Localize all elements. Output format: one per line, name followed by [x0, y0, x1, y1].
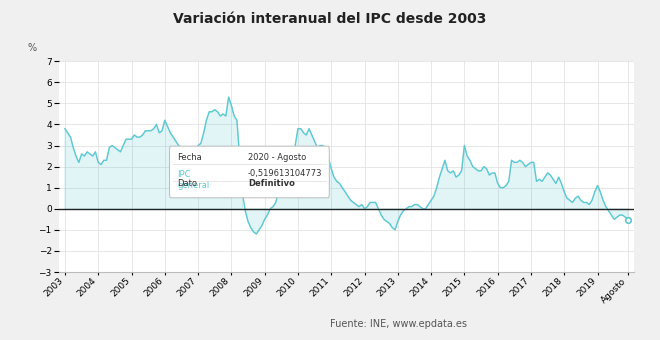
Text: Variación interanual del IPC desde 2003: Variación interanual del IPC desde 2003: [174, 12, 486, 26]
Text: IPC
general: IPC general: [178, 170, 209, 190]
Text: 2020 - Agosto: 2020 - Agosto: [248, 153, 306, 163]
Text: Definitivo: Definitivo: [248, 179, 295, 188]
Text: -0,519613104773: -0,519613104773: [248, 169, 323, 178]
Text: Dato: Dato: [178, 179, 197, 188]
Text: %: %: [28, 43, 37, 53]
FancyBboxPatch shape: [170, 146, 329, 198]
Text: Fuente: INE, www.epdata.es: Fuente: INE, www.epdata.es: [330, 319, 467, 329]
Text: Fecha: Fecha: [178, 153, 202, 163]
